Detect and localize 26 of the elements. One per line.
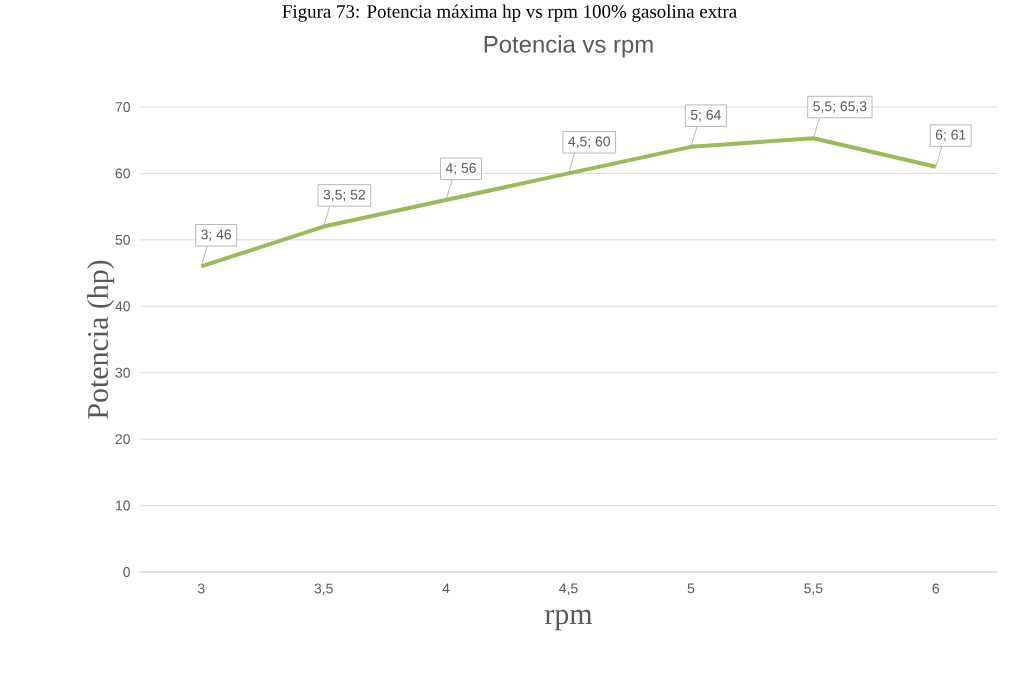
chart-title: Potencia vs rpm xyxy=(484,35,653,58)
y-tick-label: 60 xyxy=(115,168,130,179)
y-tick-label: 0 xyxy=(123,567,130,577)
data-label: 4; 56 xyxy=(445,163,476,175)
y-tick-label: 40 xyxy=(115,301,130,312)
x-tick-label: 3 xyxy=(197,583,205,594)
x-tick-label: 3,5 xyxy=(314,583,333,596)
y-tick-label: 50 xyxy=(115,234,130,245)
data-label: 4,5; 60 xyxy=(568,136,611,149)
y-tick-label: 30 xyxy=(115,367,130,378)
x-tick-label: 4,5 xyxy=(559,583,578,595)
y-tick-label: 10 xyxy=(116,500,130,511)
data-label: 5,5; 65,3 xyxy=(813,101,867,113)
y-axis-title: Potencia (hp) xyxy=(87,260,115,419)
x-tick-label: 5,5 xyxy=(804,583,823,595)
data-label: 5; 64 xyxy=(690,109,721,122)
data-label: 6; 61 xyxy=(935,129,966,142)
x-tick-label: 5 xyxy=(687,583,695,594)
text: Figura 73: Potencia máxima hp vs rpm 100% gasolina extra xyxy=(282,4,737,22)
y-tick-label: 20 xyxy=(115,434,130,445)
x-axis-title: rpm xyxy=(545,609,593,631)
x-tick-label: 6 xyxy=(932,583,940,594)
y-tick-label: 70 xyxy=(115,102,130,112)
data-label: 3,5; 52 xyxy=(323,189,365,202)
data-label: 3; 46 xyxy=(201,229,232,242)
x-tick-label: 4 xyxy=(442,583,450,594)
